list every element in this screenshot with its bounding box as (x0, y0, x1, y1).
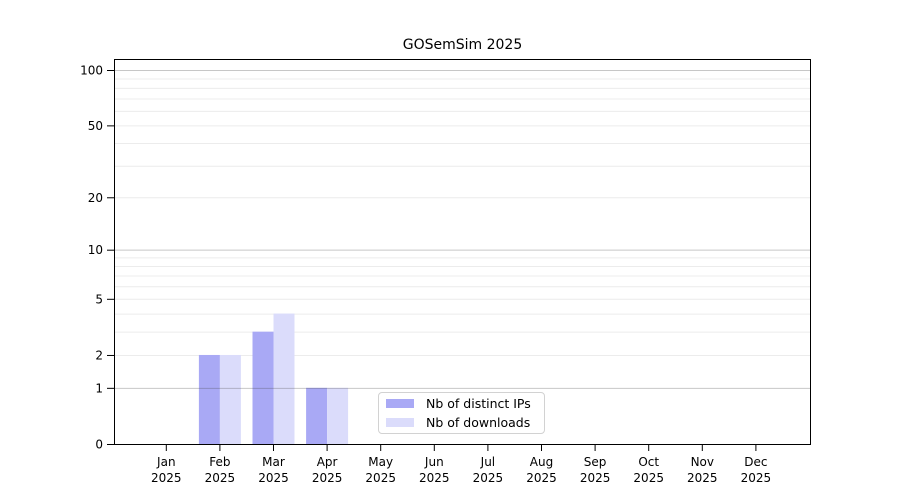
x-tick-label: Aug (530, 455, 553, 469)
x-tick-label-year: 2025 (151, 471, 182, 485)
x-tick-label-year: 2025 (526, 471, 557, 485)
x-tick-label-year: 2025 (473, 471, 504, 485)
x-axis: Jan 2025 Feb 2025 Mar 2025 Apr 2025 May 2025 Jun 20… (151, 444, 771, 485)
y-tick-label: 50 (88, 119, 103, 133)
x-tick-label-year: 2025 (205, 471, 236, 485)
x-tick-label-year: 2025 (258, 471, 289, 485)
y-tick-label: 100 (80, 64, 103, 78)
bar (327, 387, 349, 444)
x-tick-label: Jun (424, 455, 444, 469)
x-tick-label-year: 2025 (687, 471, 718, 485)
legend-item: Nb of downloads (386, 415, 536, 431)
legend-label: Nb of distinct IPs (426, 395, 531, 411)
chart-title: GOSemSim 2025 (402, 37, 523, 53)
x-tick-label: Nov (691, 455, 714, 469)
y-tick-label: 1 (95, 381, 103, 395)
legend-swatch-distinct-ips (386, 399, 414, 408)
x-tick-label: Jul (480, 455, 495, 469)
x-tick-label-year: 2025 (580, 471, 611, 485)
bars (198, 313, 349, 444)
y-axis: 0 1 2 5 10 20 50 100 (80, 64, 114, 452)
x-tick-label-year: 2025 (365, 471, 396, 485)
x-tick-label-year: 2025 (741, 471, 772, 485)
x-tick-label: Mar (262, 455, 285, 469)
legend-item: Nb of distinct IPs (386, 396, 536, 412)
bar (306, 387, 328, 444)
y-tick-label: 5 (95, 292, 103, 306)
legend: Nb of distinct IPs Nb of downloads (378, 392, 545, 434)
y-tick-label: 10 (88, 243, 103, 257)
y-tick-label: 2 (95, 348, 103, 362)
gridlines-minor (114, 78, 810, 356)
bar (273, 313, 295, 444)
bar (219, 354, 241, 444)
x-tick-label-year: 2025 (419, 471, 450, 485)
x-tick-label: Dec (744, 455, 767, 469)
legend-swatch-downloads (386, 418, 414, 427)
bar (252, 331, 274, 444)
x-tick-label: Feb (209, 455, 230, 469)
x-tick-label-year: 2025 (312, 471, 343, 485)
x-tick-label: Apr (317, 455, 338, 469)
x-tick-label: Jan (156, 455, 176, 469)
plot-frame (114, 59, 811, 445)
y-tick-label: 0 (95, 438, 103, 452)
x-tick-label: May (368, 455, 393, 469)
bar (198, 354, 220, 444)
x-tick-label: Oct (638, 455, 659, 469)
x-tick-label: Sep (584, 455, 607, 469)
gridlines-major (114, 70, 810, 389)
y-tick-label: 20 (88, 191, 103, 205)
x-tick-label-year: 2025 (633, 471, 664, 485)
legend-label: Nb of downloads (426, 414, 531, 430)
